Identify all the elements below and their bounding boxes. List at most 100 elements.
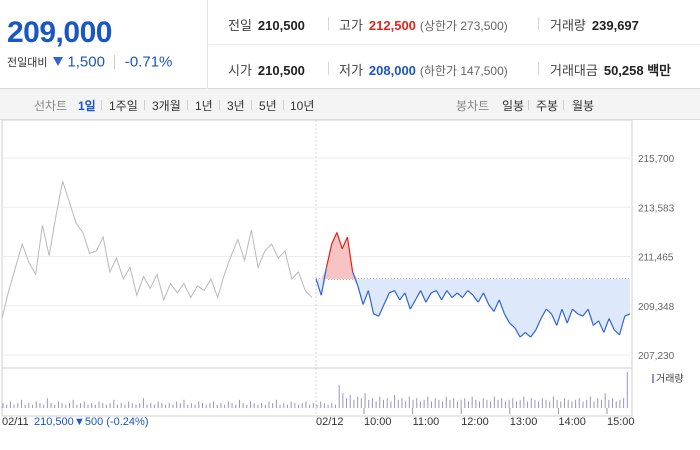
- prev-close-stat: 전일 210,500: [228, 15, 305, 34]
- up-area-fill: [316, 232, 630, 279]
- divider: [209, 44, 700, 45]
- today-line-segment: [373, 313, 380, 317]
- x-axis: 02/11 210,500 ▼500 (-0.24%) 02/12 10:00 11:00…: [2, 408, 635, 428]
- today-line-segment: [456, 292, 463, 298]
- today-line-segment: [435, 290, 443, 301]
- change-row: 전일대비 1,500 -0.71%: [7, 53, 172, 71]
- quote-summary: 209,000 전일대비 1,500 -0.71% 전일 210,500 고가 21…: [0, 0, 700, 89]
- divider: [144, 100, 145, 110]
- today-line-segment: [488, 304, 495, 312]
- today-line-segment: [556, 308, 563, 326]
- volume-pane: 거래량: [2, 367, 684, 408]
- tab-1-week[interactable]: 1주일: [109, 99, 138, 113]
- today-line-segment: [493, 299, 500, 312]
- today-line-segment: [577, 313, 584, 317]
- today-line-segment: [524, 331, 531, 338]
- today-line-segment: [362, 290, 369, 305]
- tab-1-year[interactable]: 1년: [195, 99, 213, 113]
- today-series: [315, 232, 631, 338]
- tab-monthly-candle[interactable]: 월봉: [572, 99, 595, 113]
- today-line-segment: [587, 308, 594, 326]
- today-line-segment: [582, 308, 589, 317]
- today-line-segment: [519, 331, 526, 338]
- today-line-segment: [383, 292, 390, 305]
- divider: [528, 100, 529, 110]
- today-line-segment: [451, 292, 458, 298]
- period-tab-bar: 선차트 1일 1주일 3개월 1년 3년 5년 10년 봉차트 일봉 주봉 월봉: [0, 89, 700, 120]
- today-line-segment: [393, 290, 401, 301]
- open-label: 시가: [228, 63, 252, 78]
- today-line-segment: [613, 329, 620, 336]
- today-line-segment: [566, 308, 573, 324]
- divider: [251, 100, 252, 110]
- tab-5-years[interactable]: 5년: [259, 99, 277, 113]
- y-tick-label: 207,230: [638, 351, 675, 362]
- tab-10-years[interactable]: 10년: [290, 99, 315, 113]
- prev-day-line: [1, 181, 313, 319]
- high-value: 212,500: [368, 18, 416, 33]
- today-line-segment: [624, 313, 631, 317]
- high-stat: 고가 212,500 (상한가 273,500): [339, 15, 508, 34]
- volume-value: 239,697: [591, 18, 639, 33]
- today-line-segment: [430, 290, 437, 294]
- today-line-segment: [409, 299, 416, 310]
- x-tick-label: 12:00: [461, 416, 489, 428]
- today-line-segment: [462, 290, 469, 298]
- today-line-segment: [477, 292, 484, 303]
- today-line-segment: [540, 308, 547, 319]
- today-line-segment: [514, 327, 521, 338]
- down-arrow-icon: [52, 57, 63, 67]
- today-line-segment: [367, 290, 375, 314]
- y-axis: 215,700 213,583 211,465 209,348 207,230: [638, 154, 675, 362]
- tab-1-day[interactable]: 1일: [78, 99, 96, 113]
- today-line-segment: [598, 320, 605, 333]
- today-line-segment: [482, 292, 490, 305]
- change-value: 1,500: [67, 53, 105, 71]
- tab-3-months[interactable]: 3개월: [152, 99, 181, 113]
- volume-legend-label: 거래량: [656, 373, 684, 385]
- today-line-segment: [357, 285, 364, 305]
- tab-daily-candle[interactable]: 일봉: [502, 99, 525, 113]
- divider: [283, 100, 284, 110]
- today-line-segment: [535, 318, 542, 331]
- today-line-segment: [389, 290, 395, 294]
- today-line-segment: [472, 294, 479, 303]
- today-line-segment: [498, 299, 505, 315]
- change-label: 전일대비: [7, 56, 48, 69]
- tab-weekly-candle[interactable]: 주봉: [536, 99, 559, 113]
- today-line-segment: [399, 292, 406, 301]
- prev-close-label: 210,500: [34, 416, 74, 428]
- line-chart-label: 선차트: [34, 99, 68, 113]
- today-line-segment: [509, 322, 516, 329]
- x-tick-label: 15:00: [607, 416, 635, 428]
- today-line-segment: [446, 290, 453, 298]
- tab-3-years[interactable]: 3년: [227, 99, 245, 113]
- today-line-segment: [608, 318, 615, 331]
- today-line-segment: [420, 290, 427, 303]
- low-value: 208,000: [368, 63, 416, 78]
- prev-close-value: 210,500: [257, 18, 305, 33]
- down-area-fill: [316, 278, 630, 338]
- today-line-segment: [592, 320, 599, 326]
- change-percent: -0.71%: [124, 53, 173, 71]
- divider: [219, 100, 220, 110]
- price-box: 209,000 전일대비 1,500 -0.71%: [0, 0, 208, 89]
- divider: [187, 100, 188, 110]
- today-line-segment: [341, 236, 348, 249]
- today-line-segment: [315, 278, 322, 296]
- divider: [114, 54, 116, 69]
- x-tick-label: 13:00: [510, 416, 538, 428]
- today-line-segment: [572, 308, 579, 315]
- y-tick-label: 213,583: [638, 203, 675, 214]
- divider: [328, 17, 329, 30]
- today-line-segment: [503, 313, 511, 324]
- upper-limit: (상한가 273,500): [419, 19, 508, 33]
- open-value: 210,500: [257, 63, 305, 78]
- candle-chart-label: 봉차트: [456, 99, 490, 113]
- today-line-segment: [550, 313, 558, 326]
- today-line-segment: [331, 232, 338, 245]
- today-line-segment: [561, 308, 568, 324]
- y-tick-label: 211,465: [638, 253, 674, 264]
- low-stat: 저가 208,000 (하한가 147,500): [339, 60, 508, 79]
- today-line-segment: [530, 329, 537, 338]
